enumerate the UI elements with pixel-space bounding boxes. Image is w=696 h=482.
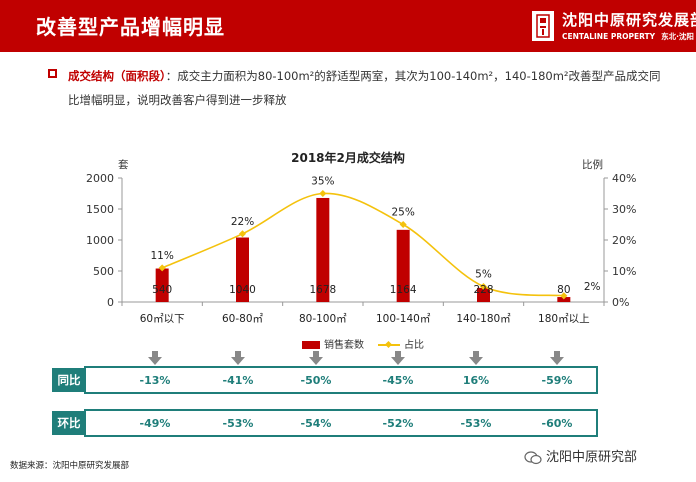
yoy-value: -45% bbox=[382, 374, 414, 387]
share-line bbox=[161, 192, 564, 297]
bar-data-label: 1040 bbox=[229, 284, 256, 296]
left-tick-label: 1000 bbox=[86, 234, 114, 247]
x-category-label: 180㎡以上 bbox=[538, 313, 590, 325]
legend-bar-swatch bbox=[302, 341, 320, 349]
mom-value: -60% bbox=[541, 417, 573, 430]
share-point-2 bbox=[319, 189, 327, 198]
bar-data-label: 1164 bbox=[390, 284, 417, 296]
bar-1 bbox=[236, 237, 249, 302]
share-data-label: 11% bbox=[150, 250, 173, 262]
yoy-value: -59% bbox=[541, 374, 573, 387]
wechat-icon bbox=[524, 450, 542, 464]
share-data-label: 25% bbox=[391, 207, 414, 219]
share-data-label: 2% bbox=[584, 281, 601, 293]
summary-heading: 成交结构（面积段） bbox=[68, 69, 166, 83]
share-point-5 bbox=[560, 292, 568, 300]
bullet-square-icon bbox=[48, 69, 57, 78]
watermark-text: 沈阳中原研究部 bbox=[546, 450, 638, 465]
chart-title: 2018年2月成交结构 bbox=[291, 151, 405, 165]
mom-value: -49% bbox=[139, 417, 171, 430]
right-axis-unit: 比例 bbox=[582, 159, 603, 171]
mom-label: 环比 bbox=[52, 411, 86, 435]
bar-2 bbox=[316, 197, 330, 302]
bar-data-label: 80 bbox=[557, 284, 570, 296]
summary-body: ：成交主力面积为80-100m²的舒适型两室，其次为100-140m²，140-… bbox=[68, 69, 661, 107]
down-arrow-icon bbox=[391, 351, 405, 365]
mom-value: -53% bbox=[460, 417, 492, 430]
mom-value: -54% bbox=[300, 417, 332, 430]
logo-name: 沈阳中原研究发展部 bbox=[562, 11, 696, 29]
logo-subtitle: CENTALINE PROPERTY 东北·沈阳 bbox=[562, 31, 694, 42]
chart-legend: 销售套数 占比 bbox=[302, 336, 424, 351]
mom-value: -52% bbox=[382, 417, 414, 430]
bar-data-label: 540 bbox=[152, 284, 172, 296]
legend-bar-label: 销售套数 bbox=[324, 340, 364, 351]
share-data-label: 35% bbox=[311, 176, 334, 188]
page-title: 改善型产品增幅明显 bbox=[36, 15, 225, 39]
share-data-label: 5% bbox=[475, 269, 492, 281]
yoy-value: -41% bbox=[222, 374, 254, 387]
yoy-value: -13% bbox=[139, 374, 171, 387]
logo-english: CENTALINE PROPERTY bbox=[562, 32, 656, 41]
left-tick-label: 500 bbox=[93, 265, 114, 278]
share-point-0 bbox=[158, 264, 166, 272]
summary-text: 成交结构（面积段）：成交主力面积为80-100m²的舒适型两室，其次为100-1… bbox=[68, 64, 668, 112]
right-tick-label: 0% bbox=[612, 296, 629, 309]
down-arrow-icon bbox=[231, 351, 245, 365]
x-category-label: 80-100㎡ bbox=[299, 313, 347, 325]
bar-0 bbox=[155, 268, 169, 302]
header-bar: 改善型产品增幅明显 沈阳中原研究发展部 CENTALINE PROPERTY 东北… bbox=[0, 0, 696, 52]
centaline-logo bbox=[532, 11, 554, 41]
down-arrow-icon bbox=[469, 351, 483, 365]
share-point-4 bbox=[479, 282, 488, 291]
share-point-3 bbox=[399, 220, 407, 229]
down-arrow-icon bbox=[550, 351, 564, 365]
down-arrow-icon bbox=[148, 351, 162, 365]
bar-data-label: 1678 bbox=[309, 284, 336, 296]
legend-line-swatch bbox=[378, 341, 400, 349]
logo-cities: 东北·沈阳 bbox=[661, 32, 694, 41]
down-arrow-icon bbox=[309, 351, 323, 365]
left-tick-label: 1500 bbox=[86, 203, 114, 216]
right-tick-label: 30% bbox=[612, 203, 636, 216]
share-data-label: 22% bbox=[231, 216, 254, 228]
x-category-label: 60㎡以下 bbox=[140, 313, 185, 325]
bar-5 bbox=[557, 297, 571, 302]
bar-3 bbox=[396, 229, 410, 302]
share-point-1 bbox=[238, 230, 247, 238]
x-category-label: 140-180㎡ bbox=[456, 313, 511, 325]
watermark: 沈阳中原研究部 bbox=[524, 446, 637, 465]
bar-4 bbox=[477, 287, 490, 302]
x-category-label: 60-80㎡ bbox=[222, 313, 264, 325]
yoy-value: -50% bbox=[300, 374, 332, 387]
right-tick-label: 10% bbox=[612, 265, 636, 278]
yoy-value: 16% bbox=[462, 374, 490, 387]
right-tick-label: 20% bbox=[612, 234, 636, 247]
right-tick-label: 40% bbox=[612, 172, 636, 185]
bar-line-chart: 0 0% 500 10% 1000 20% 1500 30% 2000 40% 60㎡以下 60-80… bbox=[86, 172, 636, 325]
seal-logo-icon bbox=[536, 14, 550, 38]
left-tick-label: 0 bbox=[107, 296, 114, 309]
yoy-label: 同比 bbox=[52, 368, 86, 392]
x-category-label: 100-140㎡ bbox=[376, 313, 431, 325]
bar-data-label: 228 bbox=[473, 284, 493, 296]
data-source: 数据来源：沈阳中原研究发展部 bbox=[10, 461, 130, 471]
left-tick-label: 2000 bbox=[86, 172, 114, 185]
legend-line-label: 占比 bbox=[404, 340, 424, 351]
mom-value: -53% bbox=[222, 417, 254, 430]
left-axis-unit: 套 bbox=[118, 159, 129, 171]
